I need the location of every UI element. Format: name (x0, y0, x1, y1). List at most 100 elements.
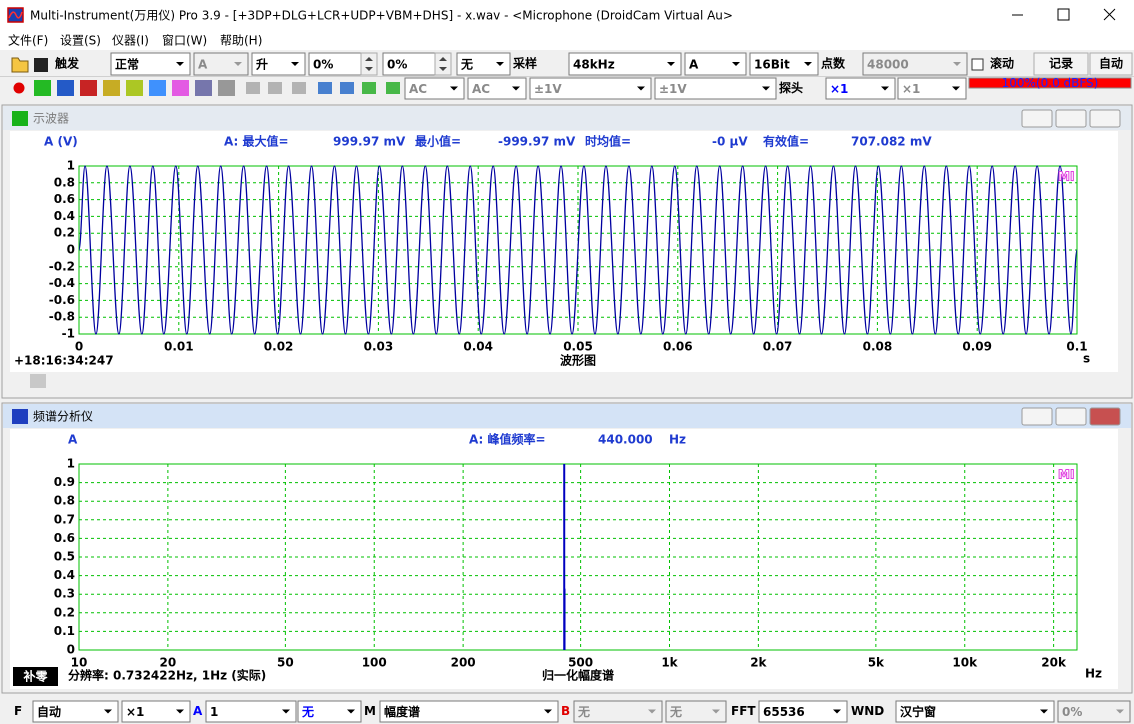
field-box[interactable] (825, 77, 896, 100)
combo[interactable]: AC (404, 77, 465, 100)
field-box[interactable] (529, 77, 652, 100)
tool-icon[interactable] (103, 80, 120, 96)
minimize-button[interactable] (1021, 407, 1053, 426)
spin-buttons[interactable] (360, 52, 378, 76)
field-box[interactable] (1057, 700, 1131, 723)
combo[interactable]: A (193, 52, 249, 76)
combo[interactable]: 0% (1057, 700, 1131, 723)
tool-icon[interactable] (340, 82, 354, 94)
tool-icon[interactable] (195, 80, 212, 96)
zero-pad-box[interactable] (13, 667, 58, 686)
tool-icon[interactable] (126, 80, 143, 96)
y-axis-label: A (V) (44, 135, 78, 149)
field-box[interactable] (684, 52, 747, 76)
field-box[interactable] (404, 77, 465, 100)
combo[interactable]: ±1V (654, 77, 777, 100)
combo[interactable]: 正常 (110, 52, 191, 76)
field-text: 幅度谱 (384, 704, 420, 719)
tool-icon[interactable] (218, 80, 235, 96)
combo[interactable]: 无 (456, 52, 511, 76)
spin-buttons[interactable] (434, 52, 452, 76)
tool-icon[interactable] (80, 80, 97, 96)
button[interactable]: 自动 (1089, 52, 1133, 76)
spin[interactable]: 0% (382, 52, 452, 76)
tool-icon[interactable] (386, 82, 400, 94)
combo[interactable]: 无 (573, 700, 663, 723)
field-box[interactable] (568, 52, 682, 76)
restore-button[interactable] (1055, 407, 1087, 426)
close-button[interactable] (1089, 407, 1121, 426)
close-button[interactable] (1089, 109, 1121, 128)
combo[interactable]: 48kHz (568, 52, 682, 76)
field-box[interactable] (749, 52, 819, 76)
field-box[interactable] (758, 700, 848, 723)
dropdown-arrow (544, 709, 552, 714)
scroll-thumb[interactable] (30, 374, 46, 388)
combo[interactable]: ×1 (121, 700, 191, 723)
tool-icon[interactable] (246, 82, 260, 94)
close-button[interactable] (1103, 8, 1116, 21)
field-box[interactable] (897, 77, 967, 100)
y-tick-label: 0.5 (54, 550, 75, 564)
button[interactable]: 记录 (1033, 52, 1089, 76)
scrollbar[interactable] (10, 372, 1118, 390)
check[interactable]: 滚动 (971, 56, 1014, 71)
x-tick-label: 5k (868, 656, 885, 670)
combo[interactable]: ±1V (529, 77, 652, 100)
maximize-button[interactable] (1057, 8, 1070, 21)
meter[interactable]: 100%(0.0 dBFS) (968, 76, 1132, 90)
field-box[interactable] (110, 52, 191, 76)
combo[interactable]: 汉宁窗 (895, 700, 1055, 723)
combo[interactable]: 升 (251, 52, 306, 76)
field-box[interactable] (654, 77, 777, 100)
tool-icon[interactable] (292, 82, 306, 94)
field-box[interactable] (456, 52, 511, 76)
combo[interactable]: 48000 (862, 52, 968, 76)
spin[interactable]: 0% (308, 52, 378, 76)
combo[interactable]: A (684, 52, 747, 76)
tool-icon[interactable] (362, 82, 376, 94)
field-box[interactable] (895, 700, 1055, 723)
tool-icon[interactable] (318, 82, 332, 94)
field-box[interactable] (251, 52, 306, 76)
tool-icon[interactable] (57, 80, 74, 96)
open-icon[interactable] (11, 57, 29, 73)
field-box[interactable] (205, 700, 297, 723)
field-box[interactable] (862, 52, 968, 76)
tool-icon[interactable] (268, 82, 282, 94)
combo[interactable]: 自动 (32, 700, 119, 723)
tool-icon[interactable] (172, 80, 189, 96)
checkbox[interactable] (971, 58, 984, 71)
button-face[interactable] (1033, 52, 1089, 76)
spin-down (439, 67, 447, 71)
restore-button[interactable] (1055, 109, 1087, 128)
combo[interactable]: 1 (205, 700, 297, 723)
combo[interactable]: 幅度谱 (379, 700, 559, 723)
save-icon[interactable] (34, 58, 48, 72)
field-box[interactable] (193, 52, 249, 76)
combo[interactable]: ×1 (897, 77, 967, 100)
field-box[interactable] (665, 700, 727, 723)
combo[interactable]: 65536 (758, 700, 848, 723)
window-title: Multi-Instrument(万用仪) Pro 3.9 - [+3DP+DL… (30, 9, 733, 23)
combo[interactable]: 16Bit (749, 52, 819, 76)
field-box[interactable] (467, 77, 527, 100)
field-box[interactable] (297, 700, 362, 723)
field-box[interactable] (379, 700, 559, 723)
tool-icon[interactable] (34, 80, 51, 96)
combo[interactable]: ×1 (825, 77, 896, 100)
record-icon[interactable] (13, 82, 25, 94)
combo[interactable]: 无 (297, 700, 362, 723)
tool-icon[interactable] (149, 80, 166, 96)
combo[interactable]: 无 (665, 700, 727, 723)
field-box[interactable] (32, 700, 119, 723)
field-box[interactable] (573, 700, 663, 723)
field-text: 16Bit (754, 58, 790, 72)
button-face[interactable] (1089, 52, 1133, 76)
field-box[interactable] (121, 700, 191, 723)
minimize-button[interactable] (1021, 109, 1053, 128)
combo[interactable]: AC (467, 77, 527, 100)
x-tick-label: 1k (661, 656, 678, 670)
x-tick-label: 0.03 (364, 340, 394, 354)
x-tick-label: 10 (71, 656, 88, 670)
